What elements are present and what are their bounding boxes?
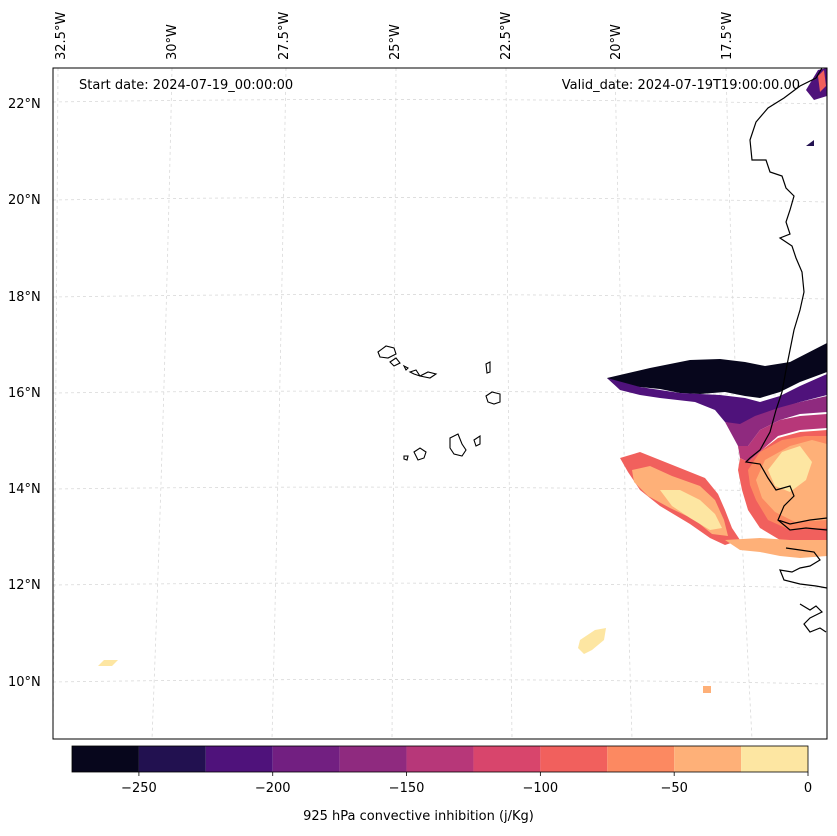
cin-band-225 bbox=[607, 374, 827, 426]
graticule bbox=[52, 67, 828, 740]
colorbar-swatch bbox=[607, 746, 675, 772]
colorbar-swatch bbox=[205, 746, 273, 772]
coastline bbox=[744, 67, 828, 633]
lat-label-18n: 18°N bbox=[8, 290, 41, 305]
cape-verde-islands bbox=[377, 345, 501, 461]
island-brava bbox=[403, 455, 409, 461]
colorbar-tick-label: −50 bbox=[660, 781, 688, 796]
colorbar-swatch bbox=[272, 746, 340, 772]
colorbar-swatch bbox=[339, 746, 407, 772]
colorbar-tick-label: 0 bbox=[803, 781, 813, 796]
island-santiago bbox=[449, 433, 467, 457]
colorbar-swatch bbox=[473, 746, 541, 772]
lon-label-25w: 25°W bbox=[388, 24, 403, 60]
lat-label-10n: 10°N bbox=[8, 675, 41, 690]
colorbar-swatch bbox=[540, 746, 608, 772]
cin-blob-small bbox=[703, 686, 711, 693]
colorbar-tick-label: −100 bbox=[522, 781, 559, 796]
island-maio bbox=[473, 434, 481, 447]
colorbar-tick-label: −250 bbox=[121, 781, 157, 796]
map-frame bbox=[52, 67, 828, 740]
colorbar-swatch bbox=[741, 746, 808, 772]
cin-blob-south-ocean bbox=[578, 628, 606, 654]
island-santo-antao bbox=[377, 345, 397, 359]
island-sao-nicolau bbox=[408, 369, 438, 379]
lon-label-22-5w: 22.5°W bbox=[499, 11, 514, 60]
lon-label-17-5w: 17.5°W bbox=[720, 11, 735, 60]
lat-label-16n: 16°N bbox=[8, 386, 41, 401]
cin-band-175 bbox=[725, 396, 827, 446]
lon-label-30w: 30°W bbox=[165, 24, 180, 60]
colorbar-swatch bbox=[138, 746, 206, 772]
valid-date-label: Valid_date: 2024-07-19T19:00:00.00 bbox=[561, 78, 800, 93]
lon-label-27-5w: 27.5°W bbox=[277, 11, 292, 60]
cin-band-250 bbox=[607, 343, 827, 398]
colorbar-tick-label: −200 bbox=[254, 781, 291, 796]
island-santa-luzia bbox=[402, 364, 409, 371]
colorbar-border bbox=[71, 745, 809, 773]
start-date-label: Start date: 2024-07-19_00:00:00 bbox=[79, 78, 294, 93]
cin-blob-top-right-inner bbox=[818, 70, 826, 92]
map-panel bbox=[53, 68, 827, 739]
cin-blob-northeast bbox=[806, 140, 814, 146]
island-sao-vicente bbox=[389, 357, 401, 367]
cin-band-25 bbox=[768, 446, 812, 492]
island-boa-vista bbox=[485, 391, 501, 405]
colorbar bbox=[71, 745, 809, 776]
colorbar-swatch bbox=[406, 746, 474, 772]
lat-label-14n: 14°N bbox=[8, 482, 41, 497]
colorbar-title: 925 hPa convective inhibition (j/Kg) bbox=[303, 809, 534, 824]
island-sal bbox=[485, 361, 491, 374]
convective-inhibition-field bbox=[98, 68, 827, 693]
lat-label-12n: 12°N bbox=[8, 578, 41, 593]
cin-tongue-core bbox=[660, 490, 722, 530]
cin-coast-south bbox=[725, 538, 827, 558]
cin-blob-far-west bbox=[98, 660, 118, 666]
colorbar-swatch bbox=[674, 746, 742, 772]
lat-label-22n: 22°N bbox=[8, 97, 41, 112]
colorbar-swatch bbox=[72, 746, 139, 772]
lon-label-20w: 20°W bbox=[609, 24, 624, 60]
colorbar-tick-label: −150 bbox=[388, 781, 425, 796]
lon-label-32-5w: 32.5°W bbox=[54, 11, 69, 60]
lat-label-20n: 20°N bbox=[8, 193, 41, 208]
island-fogo bbox=[413, 447, 427, 461]
